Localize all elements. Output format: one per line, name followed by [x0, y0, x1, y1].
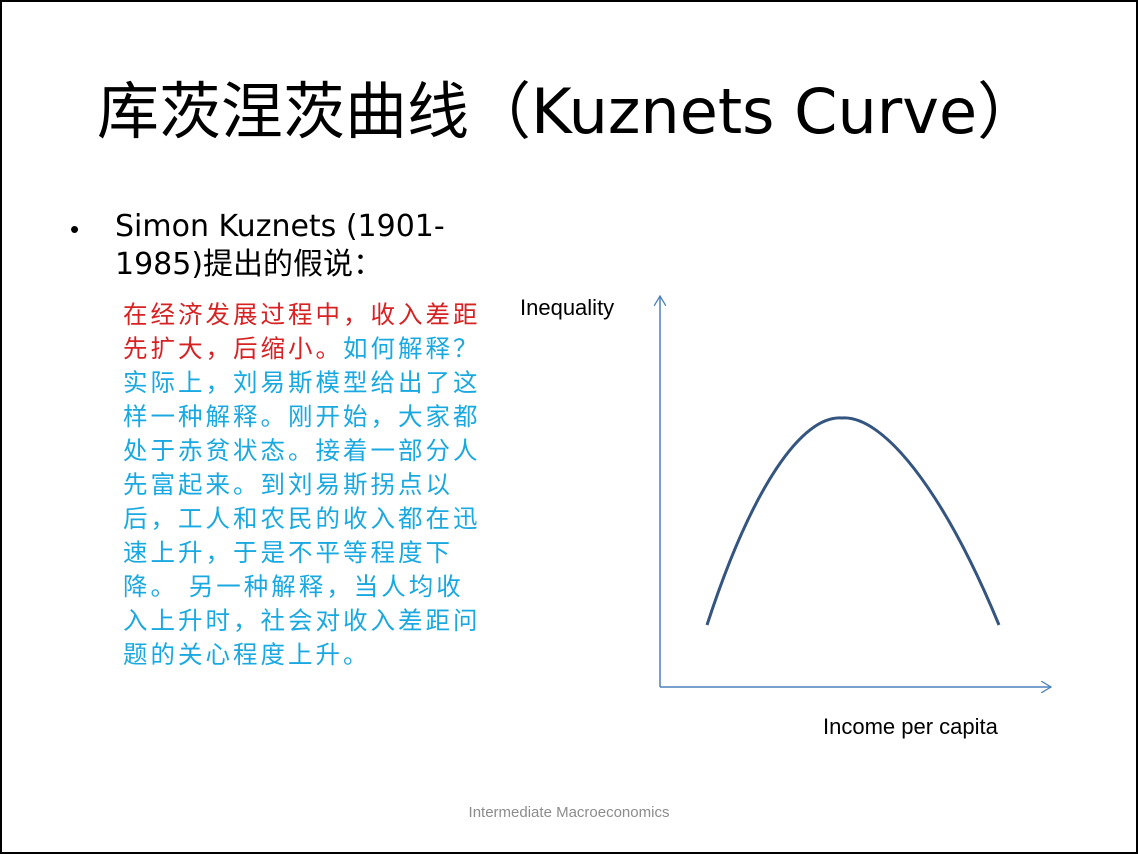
- bullet-text: Simon Kuznets (1901-1985)提出的假说：: [115, 209, 445, 282]
- title-close-paren: ）: [977, 75, 1040, 148]
- explanation-text: 在经济发展过程中，收入差距先扩大，后缩小。如何解释？ 实际上，刘易斯模型给出了这…: [123, 298, 488, 672]
- explanation-highlight: 在经济发展过程中，收入差距先扩大，后缩小。: [123, 300, 481, 363]
- kuznets-curve-chart: [642, 287, 1062, 702]
- title-chinese: 库茨涅茨曲线（: [97, 75, 532, 148]
- bullet-point-icon: •: [70, 214, 80, 244]
- inverted-u-curve: [705, 416, 1001, 626]
- explanation-body: 如何解释？ 实际上，刘易斯模型给出了这样一种解释。刚开始，大家都处于赤贫状态。接…: [123, 334, 481, 669]
- slide-title: 库茨涅茨曲线（Kuznets Curve）: [97, 72, 1039, 152]
- footer-text: Intermediate Macroeconomics: [468, 804, 670, 821]
- x-axis-label: Income per capita: [823, 714, 998, 739]
- y-axis-label: Inequality: [520, 295, 615, 320]
- title-english: Kuznets Curve: [531, 75, 978, 148]
